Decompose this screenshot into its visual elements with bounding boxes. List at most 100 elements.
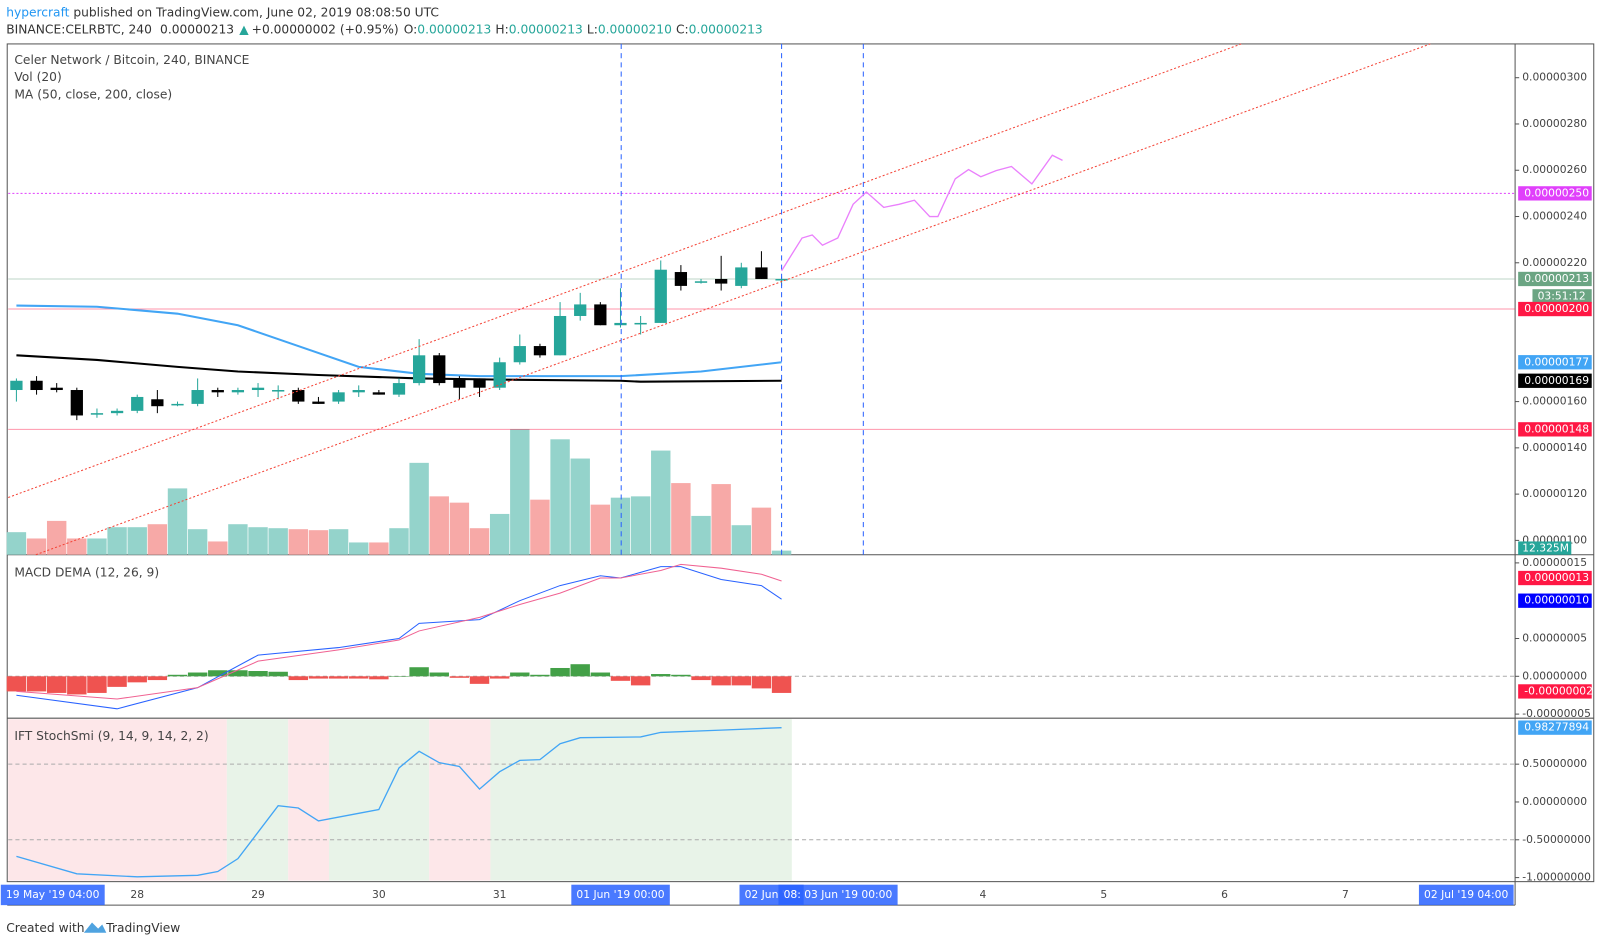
candle-body — [614, 322, 627, 326]
candle-body — [272, 390, 285, 392]
y-tick-label: 0.00000280 — [1522, 117, 1587, 130]
macd-line — [16, 566, 782, 710]
candle-body — [171, 403, 184, 406]
macd-hist — [610, 676, 631, 681]
volume-bar — [409, 462, 429, 555]
time-badge-label: 02 Jul '19 04:00 — [1424, 888, 1508, 901]
ohlc-value: 0.00000210 — [598, 22, 672, 36]
candle-body — [251, 387, 265, 391]
legend: Celer Network / Bitcoin, 240, BINANCE — [14, 53, 249, 67]
brand[interactable]: TradingView — [105, 921, 180, 935]
price-badge — [1518, 271, 1592, 287]
price-badge-label: 0.98277894 — [1524, 721, 1589, 734]
price-badge-label: 0.00000177 — [1524, 355, 1589, 368]
author[interactable]: hypercraft — [6, 5, 69, 19]
ift-zones — [8, 719, 792, 881]
volume-badge — [1518, 541, 1572, 555]
volume-bar — [489, 513, 510, 555]
candle-body — [30, 380, 43, 391]
macd-hist — [409, 667, 429, 677]
volume-bar — [248, 527, 268, 555]
x-tick-label: 30 — [372, 888, 386, 901]
candle-body — [131, 396, 144, 411]
candle-body — [292, 390, 305, 402]
price-badge — [1518, 570, 1592, 586]
volume-bar — [147, 524, 168, 555]
volume-bar — [469, 528, 490, 555]
candle-body — [715, 278, 728, 284]
price-badge-label: 0.00000250 — [1524, 186, 1589, 199]
candle-body — [513, 346, 526, 363]
macd-hist — [731, 676, 752, 686]
candle-body — [231, 390, 245, 393]
logo — [83, 922, 107, 933]
volume-bar — [167, 488, 188, 555]
price-badge — [1518, 373, 1592, 388]
volume-bar — [550, 439, 570, 555]
price-badge-label: 0.00000013 — [1524, 571, 1589, 584]
y-tick-label: 0.00000300 — [1522, 71, 1587, 84]
candle-body — [191, 390, 204, 404]
volume-bar — [349, 542, 369, 555]
macd-hist — [87, 676, 107, 693]
symbol: BINANCE:CELRBTC, 240 — [6, 22, 152, 36]
ohlc-key: L: — [587, 22, 598, 36]
macd-hist — [228, 670, 248, 677]
candle-body — [211, 390, 224, 393]
price-badge-label: 0.00000148 — [1524, 422, 1589, 435]
price-badge-label: 0.00000010 — [1524, 594, 1589, 607]
volume-bar — [127, 527, 147, 555]
macd-hist — [127, 676, 147, 683]
volume-bar — [107, 527, 127, 555]
x-tick-label: 5 — [1100, 888, 1107, 901]
volume-bar — [87, 538, 107, 555]
volume-bar — [590, 504, 611, 555]
volume-bar — [731, 525, 752, 555]
macd-hist — [187, 672, 208, 677]
ohlc-key: O: — [404, 22, 418, 36]
volume-bar — [449, 502, 470, 555]
price-badge-label: 0.00000213 — [1524, 272, 1589, 285]
macd-hist — [328, 676, 349, 679]
candle-body — [70, 390, 83, 416]
candle-body — [553, 315, 567, 356]
x-tick-label: 31 — [493, 888, 507, 901]
macd-hist — [308, 676, 329, 679]
macd-hist — [349, 676, 369, 679]
frame — [6, 43, 1595, 883]
ohlc-key: H: — [495, 22, 508, 36]
y-tick-label: 0.00000005 — [1522, 631, 1587, 644]
ma200-line — [16, 354, 782, 383]
volume-bar — [711, 484, 731, 555]
candle-body — [594, 304, 607, 326]
volume-bar — [429, 496, 449, 555]
volume-bar — [67, 538, 87, 555]
y-tick-label: -1.00000000 — [1522, 871, 1591, 884]
time-badge — [1418, 884, 1514, 906]
y-tick-label: 0.00000240 — [1522, 210, 1587, 223]
candle-body — [372, 392, 385, 395]
macd-hist — [248, 671, 268, 677]
candle-body — [674, 272, 688, 286]
volume-bar — [228, 524, 248, 555]
time-badge-label: 08: 03 Jun '19 00:00 — [784, 888, 893, 901]
volume-bar — [308, 530, 329, 555]
volume-bar — [751, 507, 772, 555]
x-tick-label: 29 — [251, 888, 265, 901]
macd-hist — [651, 674, 671, 677]
y-tick-label: 0.00000000 — [1522, 669, 1587, 682]
y-tick-label: 0.00000220 — [1522, 256, 1587, 269]
candle-body — [775, 278, 788, 281]
volume-bar — [510, 429, 530, 555]
created: Created with — [6, 921, 84, 935]
volume-bar — [369, 542, 389, 555]
volume-bar — [651, 450, 671, 555]
candle-body — [453, 378, 466, 388]
price-badge — [1518, 593, 1592, 608]
price-badge-label: -0.00000002 — [1524, 684, 1593, 697]
candle-body — [493, 362, 506, 388]
price-badge — [1518, 186, 1592, 201]
candle-body — [533, 346, 547, 356]
volume-bar — [187, 529, 208, 555]
header: hypercraft published on TradingView.com,… — [6, 5, 439, 19]
